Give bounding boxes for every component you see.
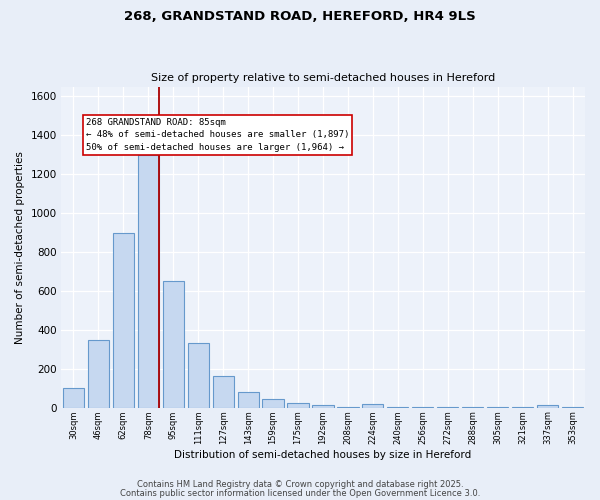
Text: 268, GRANDSTAND ROAD, HEREFORD, HR4 9LS: 268, GRANDSTAND ROAD, HEREFORD, HR4 9LS (124, 10, 476, 23)
Bar (387, 406, 409, 408)
Bar (188, 344, 209, 407)
X-axis label: Distribution of semi-detached houses by size in Hereford: Distribution of semi-detached houses by … (175, 450, 472, 460)
Bar (287, 403, 308, 407)
Bar (462, 406, 484, 408)
Bar (88, 340, 109, 407)
Bar (138, 154, 159, 408)
Bar (537, 404, 558, 407)
Bar (562, 406, 583, 408)
Text: Contains HM Land Registry data © Crown copyright and database right 2025.: Contains HM Land Registry data © Crown c… (137, 480, 463, 489)
Bar (63, 388, 84, 407)
Bar (512, 406, 533, 408)
Bar (362, 404, 383, 407)
Bar (313, 404, 334, 407)
Bar (113, 232, 134, 408)
Bar (412, 406, 433, 408)
Text: 268 GRANDSTAND ROAD: 85sqm
← 48% of semi-detached houses are smaller (1,897)
50%: 268 GRANDSTAND ROAD: 85sqm ← 48% of semi… (86, 118, 349, 152)
Text: Contains public sector information licensed under the Open Government Licence 3.: Contains public sector information licen… (120, 488, 480, 498)
Bar (238, 392, 259, 407)
Bar (487, 406, 508, 408)
Bar (437, 406, 458, 408)
Bar (337, 406, 359, 408)
Title: Size of property relative to semi-detached houses in Hereford: Size of property relative to semi-detach… (151, 73, 495, 83)
Bar (262, 399, 284, 407)
Y-axis label: Number of semi-detached properties: Number of semi-detached properties (15, 150, 25, 344)
Bar (163, 281, 184, 407)
Bar (212, 376, 234, 408)
